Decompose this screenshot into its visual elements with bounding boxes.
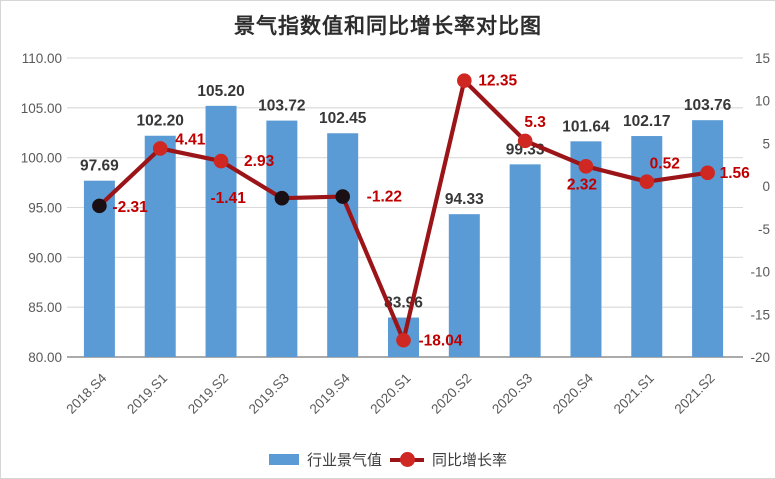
bar [266, 120, 298, 357]
bar [448, 214, 480, 357]
legend: 行业景气值 同比增长率 [1, 444, 775, 474]
left-axis-tick-label: 105.00 [21, 101, 62, 116]
line-value-label: 2.32 [567, 176, 597, 193]
line-marker [457, 73, 472, 88]
bar-value-label: 102.45 [319, 110, 367, 127]
bar-value-label: 94.33 [445, 191, 484, 208]
bar [509, 164, 541, 357]
line-value-label: -1.41 [211, 190, 247, 207]
left-axis-tick-label: 110.00 [22, 51, 62, 66]
x-axis-tick-label: 2019.S1 [124, 371, 170, 417]
right-axis-tick-label: -5 [758, 222, 770, 237]
line-value-label: -1.22 [367, 189, 402, 206]
line-marker [578, 159, 594, 174]
bar-value-label: 105.20 [197, 83, 244, 100]
bar [144, 135, 176, 357]
line-value-label: 12.35 [478, 73, 517, 90]
bar [570, 141, 602, 357]
legend-line-dot-icon [390, 451, 424, 467]
bar-value-label: 103.72 [258, 98, 305, 115]
x-axis-tick-label: 2019.S4 [307, 370, 354, 417]
line-marker [396, 332, 411, 348]
left-axis-tick-label: 90.00 [28, 250, 62, 265]
bar [205, 105, 237, 357]
x-axis-tick-label: 2020.S1 [367, 371, 413, 417]
bar-value-label: 102.17 [623, 113, 670, 130]
x-axis-tick-label: 2018.S4 [63, 370, 110, 417]
legend-bar-label: 行业景气值 [306, 451, 382, 469]
line-marker [517, 133, 533, 149]
line-value-label: 1.56 [720, 165, 751, 182]
right-axis-tick-label: -10 [750, 265, 770, 280]
bar [631, 136, 663, 357]
line-value-label: -2.31 [112, 199, 148, 216]
line-marker [152, 141, 168, 156]
left-axis-tick-label: 80.00 [28, 350, 62, 365]
x-axis-tick-label: 2021.S1 [611, 371, 657, 417]
line-value-label: 0.52 [650, 156, 680, 173]
right-axis-tick-label: 5 [762, 136, 770, 151]
line-marker [639, 174, 655, 190]
bar-value-label: 101.64 [562, 118, 610, 135]
right-axis-tick-label: 0 [762, 179, 770, 194]
line-marker [700, 165, 715, 181]
line-marker [213, 153, 229, 169]
x-axis-tick-label: 2019.S3 [246, 371, 292, 417]
legend-line-label: 同比增长率 [432, 451, 508, 469]
bar [327, 133, 359, 357]
left-axis-tick-label: 85.00 [28, 300, 62, 315]
line-value-label: 4.41 [175, 131, 206, 148]
right-axis-tick-label: 15 [755, 51, 770, 66]
line-value-label: 5.3 [524, 114, 546, 131]
left-axis-tick-label: 100.00 [21, 151, 62, 166]
x-axis-tick-label: 2019.S2 [185, 371, 231, 417]
x-axis-tick-label: 2020.S2 [428, 371, 474, 417]
x-axis-tick-label: 2021.S2 [672, 371, 718, 417]
x-axis-tick-label: 2020.S4 [550, 370, 597, 417]
right-axis-tick-label: -15 [750, 307, 770, 322]
left-axis-tick-label: 95.00 [28, 201, 62, 216]
bar-value-label: 103.76 [684, 97, 732, 114]
right-axis-tick-label: 10 [755, 94, 770, 109]
line-marker [274, 190, 290, 206]
line-marker [335, 189, 350, 204]
bar-value-label: 102.20 [137, 113, 184, 130]
line-marker [92, 198, 107, 214]
bar [692, 120, 724, 357]
legend-bar-swatch-icon [268, 453, 299, 465]
line-value-label: 2.93 [244, 153, 275, 170]
line-value-label: -18.04 [419, 332, 463, 349]
chart-title: 景气指数值和同比增长率对比图 [234, 15, 542, 38]
chart-canvas: 110.00 105.00 100.00 95.00 90.00 85.00 80.00 15… [21, 51, 770, 417]
right-axis-tick-label: -20 [750, 350, 770, 365]
bar-value-label: 97.69 [80, 158, 119, 175]
x-axis-tick-label: 2020.S3 [489, 371, 535, 417]
